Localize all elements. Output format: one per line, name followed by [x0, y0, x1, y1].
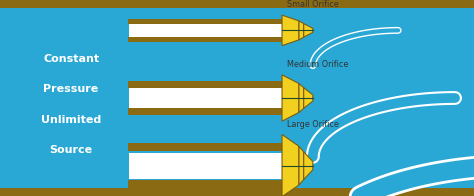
Bar	[128, 143, 282, 189]
Text: Source: Source	[50, 145, 92, 155]
Bar	[128, 19, 282, 42]
Bar	[128, 152, 282, 180]
Bar	[129, 24, 282, 37]
Polygon shape	[299, 83, 304, 113]
Polygon shape	[299, 21, 304, 40]
Bar	[128, 81, 282, 115]
Bar	[129, 88, 282, 108]
Text: Medium Orifice: Medium Orifice	[287, 60, 348, 69]
Text: Large Orifice: Large Orifice	[287, 120, 338, 129]
Bar	[0, 8, 282, 188]
Bar	[129, 153, 282, 179]
Text: Small Orifice: Small Orifice	[287, 0, 338, 9]
Polygon shape	[304, 88, 313, 108]
Polygon shape	[282, 134, 299, 196]
Bar	[0, 188, 474, 196]
Text: Unlimited: Unlimited	[41, 114, 101, 125]
Text: Flow: Flow	[171, 93, 195, 103]
Bar	[128, 88, 282, 108]
Bar	[0, 0, 474, 8]
Text: Constant: Constant	[43, 54, 99, 64]
Bar	[128, 24, 282, 37]
Text: Flow: Flow	[171, 161, 195, 170]
Text: Flow: Flow	[171, 26, 195, 35]
Polygon shape	[304, 24, 313, 37]
Polygon shape	[304, 152, 313, 180]
Polygon shape	[282, 15, 299, 46]
Polygon shape	[282, 75, 299, 121]
Polygon shape	[299, 146, 304, 185]
Text: Pressure: Pressure	[44, 84, 99, 94]
